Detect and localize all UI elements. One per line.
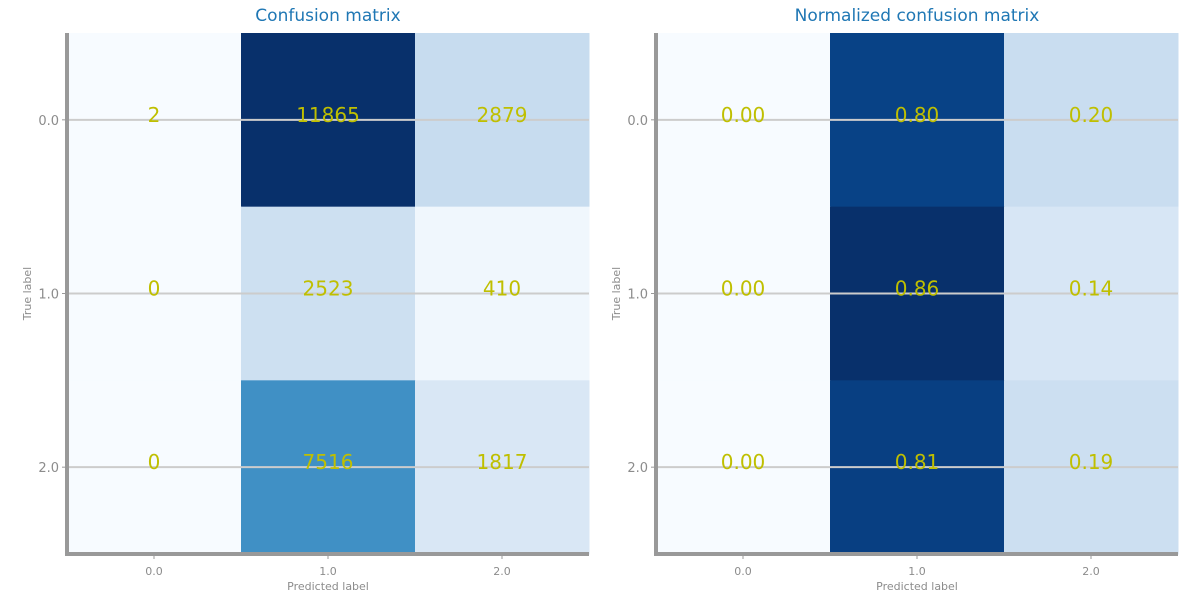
y-tick-label: 1.0 bbox=[38, 288, 59, 303]
cell-value-label: 11865 bbox=[296, 103, 360, 127]
y-tick-label: 1.0 bbox=[627, 288, 648, 303]
chart-title: Normalized confusion matrix bbox=[795, 6, 1040, 26]
y-axis-label: True label bbox=[21, 267, 34, 321]
x-axis-label: Predicted label bbox=[876, 580, 958, 593]
cell-value-label: 1817 bbox=[477, 450, 528, 474]
cell-value-label: 0 bbox=[148, 277, 161, 301]
confusion-matrix-panel: Confusion matrix 2 11865 2879 0 2523 410 0 7516 1… bbox=[21, 6, 590, 593]
normalized-confusion-matrix-panel: Normalized confusion matrix 0.00 0.80 0.20 0… bbox=[610, 6, 1179, 593]
y-tick-label: 0.0 bbox=[627, 114, 648, 129]
x-tick-label: 2.0 bbox=[1082, 565, 1100, 578]
cell-value-label: 0.20 bbox=[1069, 103, 1114, 127]
cell-value-label: 0.80 bbox=[895, 103, 940, 127]
x-tick-label: 2.0 bbox=[493, 565, 511, 578]
cell-value-label: 0.00 bbox=[721, 450, 766, 474]
cell-value-label: 0.14 bbox=[1069, 277, 1114, 301]
cell-value-label: 2523 bbox=[303, 277, 354, 301]
x-tick-label: 1.0 bbox=[319, 565, 337, 578]
y-tick-label: 2.0 bbox=[38, 461, 59, 476]
x-tick-label: 1.0 bbox=[908, 565, 926, 578]
cell-value-label: 2 bbox=[148, 103, 161, 127]
x-axis-label: Predicted label bbox=[287, 580, 369, 593]
cell-value-label: 2879 bbox=[477, 103, 528, 127]
cell-value-label: 0.81 bbox=[895, 450, 940, 474]
cell-value-label: 0.86 bbox=[895, 277, 940, 301]
x-tick-label: 0.0 bbox=[145, 565, 163, 578]
cell-value-label: 7516 bbox=[303, 450, 354, 474]
x-tick-label: 0.0 bbox=[734, 565, 752, 578]
cell-value-label: 0.00 bbox=[721, 277, 766, 301]
chart-title: Confusion matrix bbox=[255, 6, 400, 26]
cell-value-label: 0.19 bbox=[1069, 450, 1114, 474]
y-tick-label: 2.0 bbox=[627, 461, 648, 476]
cell-value-label: 0.00 bbox=[721, 103, 766, 127]
cell-value-label: 410 bbox=[483, 277, 521, 301]
y-axis-label: True label bbox=[610, 267, 623, 321]
y-tick-label: 0.0 bbox=[38, 114, 59, 129]
cell-value-label: 0 bbox=[148, 450, 161, 474]
